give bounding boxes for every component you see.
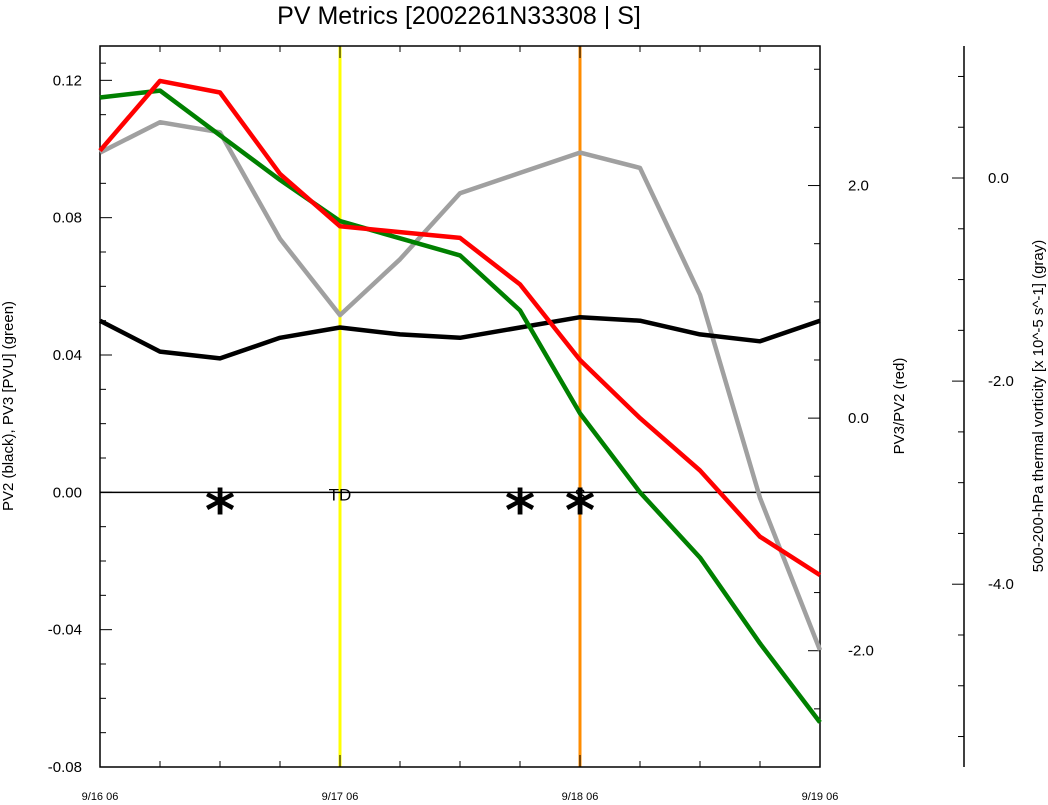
far-right-tick-label: -2.0 bbox=[988, 373, 1014, 390]
far-right-axis-title: 500-200-hPa thermal vorticity [x 10^-5 s… bbox=[1030, 240, 1047, 573]
annotation-label: S bbox=[574, 485, 585, 504]
right-axis-title: PV3/PV2 (red) bbox=[891, 358, 908, 455]
star-marker: * bbox=[205, 476, 235, 544]
plot-frame bbox=[99, 45, 821, 768]
left-tick-label: 0.08 bbox=[53, 210, 82, 227]
annotation-label: TD bbox=[329, 485, 352, 504]
left-tick-label: -0.08 bbox=[48, 759, 82, 776]
x-tick-label: 9/18 06 bbox=[562, 791, 599, 803]
vertical-lines-layer bbox=[338, 46, 582, 767]
left-tick-label: -0.04 bbox=[48, 622, 82, 639]
left-axis-title: PV2 (black), PV3 [PVU] (green) bbox=[0, 301, 17, 511]
chart-title: PV Metrics [2002261N33308 | S] bbox=[277, 2, 641, 30]
right-tick-label: -2.0 bbox=[848, 643, 874, 660]
star-marker: * bbox=[565, 476, 595, 544]
right-tick-label: 2.0 bbox=[848, 178, 869, 195]
series-line-0 bbox=[98, 314, 821, 361]
axes-layer: 0.12 0.08 0.04 0.00 -0.04 -0.08 2.0 0.0 -2.0 9/16… bbox=[48, 45, 1014, 803]
far-right-tick-label: -4.0 bbox=[988, 576, 1014, 593]
series-layer bbox=[98, 78, 823, 724]
right-tick-label: 0.0 bbox=[848, 410, 869, 427]
series-line-1 bbox=[99, 88, 822, 724]
left-tick-label: 0.04 bbox=[53, 347, 82, 364]
series-line-3 bbox=[98, 119, 823, 652]
x-tick-label: 9/16 06 bbox=[82, 791, 119, 803]
x-tick-label: 9/17 06 bbox=[322, 791, 359, 803]
annotations-layer: TD S* * * bbox=[205, 476, 595, 544]
star-marker: * bbox=[505, 476, 535, 544]
left-tick-label: 0.12 bbox=[53, 72, 82, 89]
x-tick-label: 9/19 06 bbox=[802, 791, 839, 803]
series-line-2 bbox=[98, 78, 822, 577]
left-tick-label: 0.00 bbox=[53, 484, 82, 501]
far-right-tick-label: 0.0 bbox=[988, 170, 1009, 187]
